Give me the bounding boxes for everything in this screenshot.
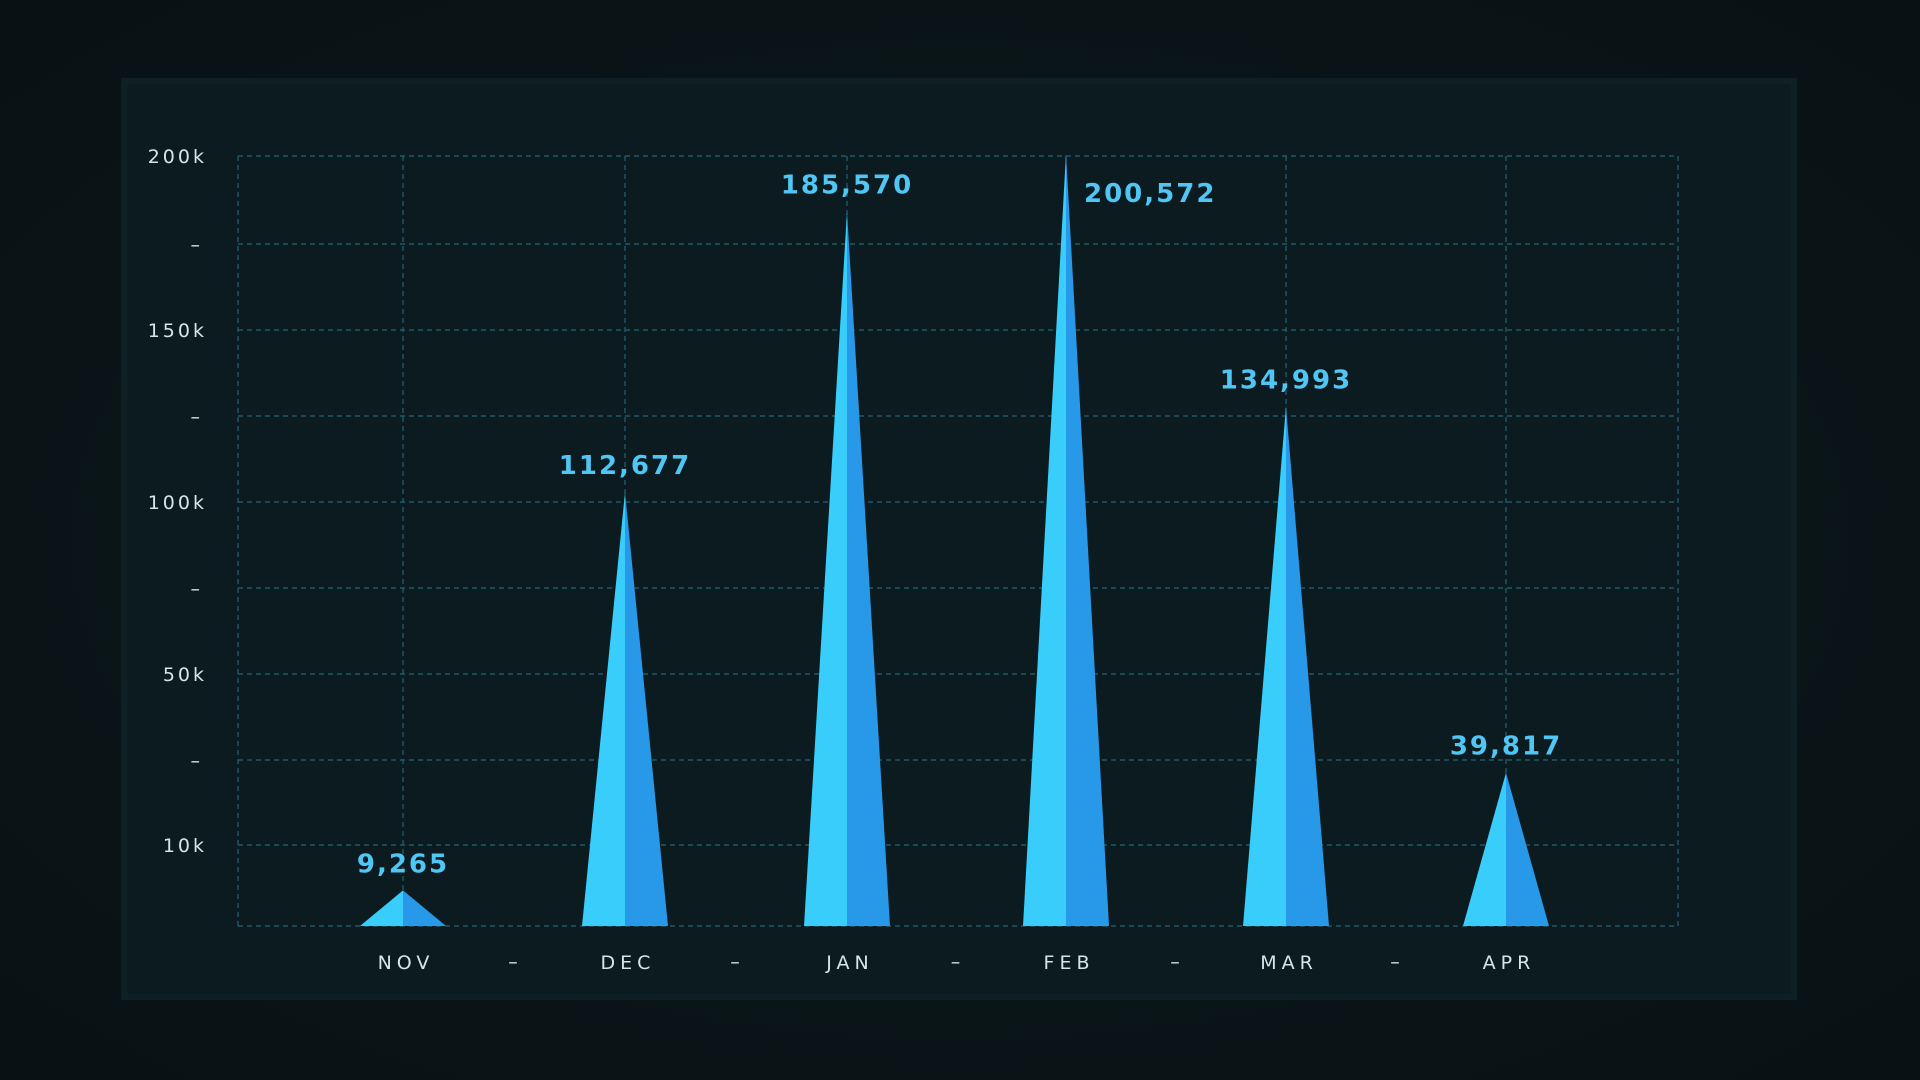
bar-light-face [582, 492, 625, 926]
y-tick-label: 200k [148, 146, 207, 168]
y-tick-label: 10k [163, 835, 207, 857]
value-labels: 9,265 112,677 185,570 200,572 134,993 39,817 [357, 171, 1562, 880]
value-label: 9,265 [357, 849, 449, 879]
y-tick-dash: – [191, 234, 201, 256]
bar-feb [1023, 153, 1109, 927]
bar-dark-face [625, 492, 668, 926]
y-tick-dash: – [191, 406, 201, 428]
x-separator-dash: – [508, 951, 518, 973]
bar-dark-face [1506, 772, 1549, 926]
x-tick-label: FEB [1044, 952, 1095, 974]
value-label: 185,570 [781, 171, 913, 201]
value-label: 134,993 [1220, 365, 1352, 395]
bar-light-face [360, 890, 403, 926]
bar-light-face [1023, 153, 1066, 927]
x-separator-dash: – [730, 951, 740, 973]
bar-apr [1463, 772, 1549, 926]
bar-jan [804, 211, 890, 927]
value-label: 112,677 [559, 451, 691, 481]
y-axis-ticks: 200k – 150k – 100k – 50k – 10k [148, 146, 207, 857]
bars [360, 153, 1549, 927]
bar-mar [1243, 406, 1329, 926]
bar-dark-face [1066, 153, 1109, 927]
x-tick-label: NOV [378, 952, 435, 974]
value-label: 39,817 [1450, 732, 1562, 762]
value-label: 200,572 [1084, 179, 1216, 209]
y-tick-dash: – [191, 578, 201, 600]
grid [237, 155, 1679, 927]
x-axis-labels: NOV – DEC – JAN – FEB – MAR – APR [378, 951, 1536, 974]
bar-light-face [804, 211, 847, 927]
bar-nov [360, 890, 446, 926]
x-tick-label: JAN [825, 952, 873, 974]
bar-dark-face [1286, 406, 1329, 926]
x-separator-dash: – [1170, 951, 1180, 973]
y-tick-label: 150k [148, 320, 207, 342]
y-tick-label: 50k [163, 664, 207, 686]
x-tick-label: APR [1483, 952, 1536, 974]
y-tick-dash: – [191, 750, 201, 772]
x-separator-dash: – [1390, 951, 1400, 973]
x-tick-label: DEC [601, 952, 656, 974]
bar-light-face [1243, 406, 1286, 926]
bar-dark-face [403, 890, 446, 926]
x-separator-dash: – [951, 951, 961, 973]
bar-light-face [1463, 772, 1506, 926]
x-tick-label: MAR [1260, 952, 1318, 974]
y-tick-label: 100k [148, 492, 207, 514]
bar-dec [582, 492, 668, 926]
bar-dark-face [847, 211, 890, 927]
